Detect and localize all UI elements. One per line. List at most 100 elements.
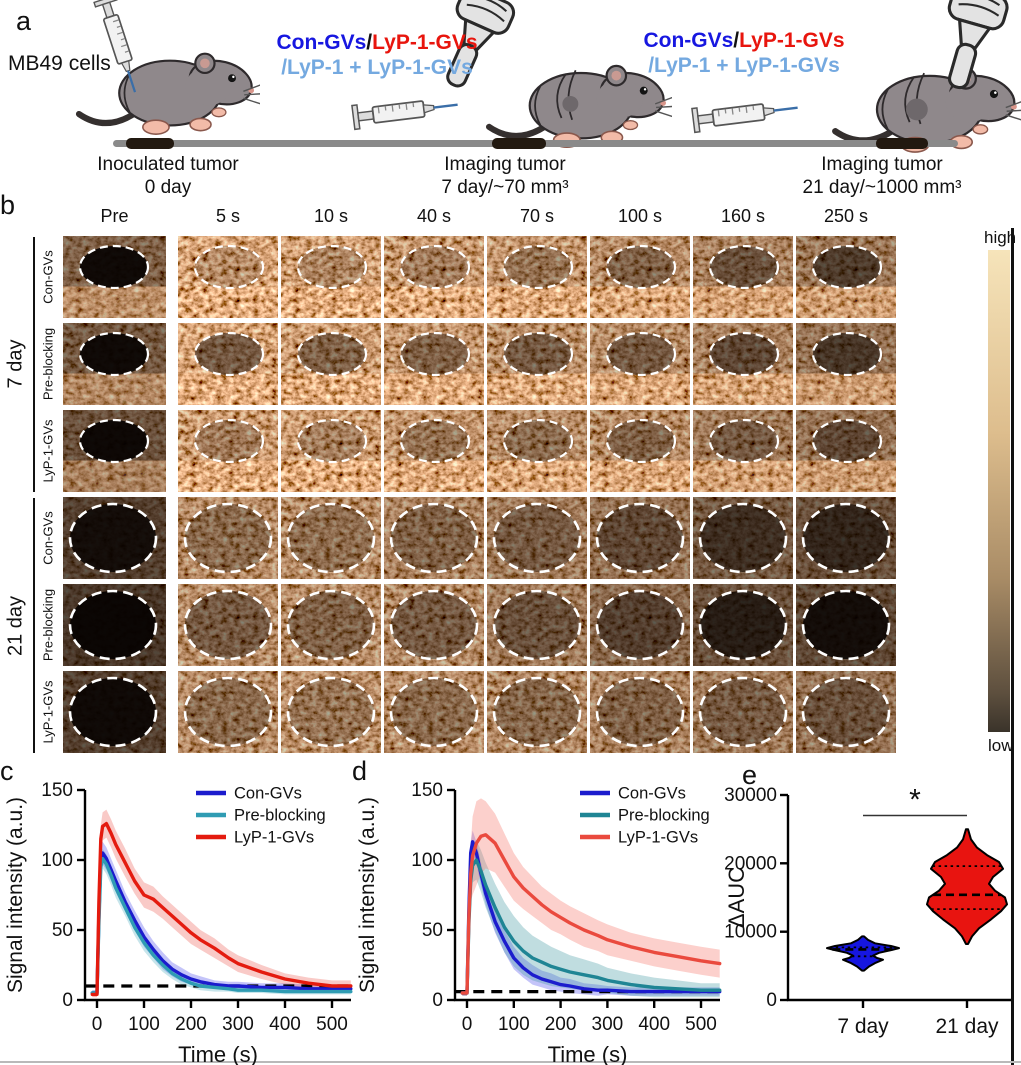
ultrasound-image (693, 236, 793, 318)
row-label: Pre-blocking (40, 327, 56, 401)
svg-text:0: 0 (62, 990, 73, 1011)
ultrasound-image (281, 497, 381, 579)
ultrasound-image (63, 323, 166, 405)
time-header: 10 s (313, 206, 349, 226)
injection-line1: Con-GVs/LyP-1-GVs (276, 30, 477, 55)
svg-text:150: 150 (411, 780, 443, 801)
svg-text:400: 400 (269, 1014, 301, 1035)
svg-text:300: 300 (592, 1014, 624, 1035)
time-header: 70 s (519, 206, 555, 226)
violin-chart: 0 10000 20000 30000 ΔAUC 7 day 21 day * (724, 784, 1011, 1038)
ultrasound-image (487, 410, 587, 492)
svg-text:0: 0 (462, 1014, 473, 1035)
chart-auc-violin: 0 10000 20000 30000 ΔAUC 7 day 21 day * (722, 755, 1021, 1065)
svg-text:Signal intensity (a.u.): Signal intensity (a.u.) (356, 797, 379, 993)
slash: / (366, 31, 373, 54)
time-header: 100 s (617, 206, 663, 226)
lyp1-gvs-label: LyP-1-GVs (739, 29, 845, 52)
svg-text:10000: 10000 (724, 922, 777, 943)
ultrasound-image (487, 671, 587, 753)
panel-label-a: a (16, 6, 32, 36)
ultrasound-image (281, 236, 381, 318)
lyp1-block-label: /LyP-1 + LyP-1-GVs (648, 54, 840, 77)
svg-text:*: * (909, 784, 921, 817)
svg-text:0: 0 (432, 990, 443, 1011)
ultrasound-image (487, 497, 587, 579)
ultrasound-image (693, 584, 793, 666)
mouse-day7 (482, 40, 672, 151)
mb49-cells-label: MB49 cells (8, 52, 111, 75)
svg-text:150: 150 (41, 780, 73, 801)
ultrasound-image (487, 584, 587, 666)
slash: / (733, 29, 740, 52)
ultrasound-image (693, 671, 793, 753)
ultrasound-image (178, 410, 278, 492)
ultrasound-image (63, 497, 166, 579)
ultrasound-image (590, 497, 690, 579)
svg-text:30000: 30000 (724, 785, 777, 806)
svg-text:20000: 20000 (724, 853, 777, 874)
figure-right-border (1011, 228, 1014, 1065)
group-label-21day: 21 day (4, 595, 27, 657)
ultrasound-image (63, 671, 166, 753)
panel-label-d: d (352, 756, 368, 786)
svg-text:500: 500 (685, 1014, 717, 1035)
svg-text:400: 400 (638, 1014, 670, 1035)
ultrasound-image (384, 671, 484, 753)
svg-text:100: 100 (128, 1014, 160, 1035)
mouse-day21 (828, 42, 1021, 156)
time-header: 160 s (720, 206, 766, 226)
ultrasound-image (178, 584, 278, 666)
ultrasound-image (796, 497, 896, 579)
group-bracket-7day (33, 237, 35, 492)
colorbar-high-label: high (984, 228, 1017, 247)
ultrasound-image (178, 236, 278, 318)
svg-text:50: 50 (52, 920, 73, 941)
row-label: LyP-1-GVs (40, 680, 56, 744)
panel-label-b: b (0, 190, 16, 220)
ultrasound-image (384, 323, 484, 405)
svg-text:LyP-1-GVs: LyP-1-GVs (234, 829, 314, 847)
svg-text:100: 100 (411, 850, 443, 871)
ultrasound-image (590, 236, 690, 318)
timeline-segment-day0 (126, 138, 174, 149)
svg-text:0: 0 (766, 990, 777, 1011)
ultrasound-image (487, 236, 587, 318)
svg-text:200: 200 (545, 1014, 577, 1035)
timeline-label-day0: Inoculated tumor 0 day (97, 154, 239, 198)
svg-text:Time (s): Time (s) (178, 1042, 258, 1065)
svg-text:7 day: 7 day (837, 1015, 889, 1038)
ultrasound-image (796, 236, 896, 318)
panel-label-c: c (0, 756, 14, 786)
svg-text:500: 500 (316, 1014, 348, 1035)
ultrasound-image (281, 671, 381, 753)
ultrasound-image (384, 497, 484, 579)
svg-text:21 day: 21 day (935, 1015, 999, 1038)
intensity-colorbar (988, 250, 1010, 732)
line-chart: 0 50 100 150 0 100 200 300 400 500 Signal intensit… (4, 780, 354, 1065)
ultrasound-image (796, 410, 896, 492)
svg-text:0: 0 (92, 1014, 103, 1035)
ultrasound-image (693, 497, 793, 579)
row-label: Con-GVs (40, 511, 56, 565)
ultrasound-image (281, 323, 381, 405)
line-chart: 0 50 100 150 0 100 200 300 400 500 Signal intensit… (356, 780, 723, 1065)
timeline-segment-day21 (876, 138, 928, 149)
svg-text:LyP-1-GVs: LyP-1-GVs (618, 829, 698, 847)
colorbar-low-label: low (988, 736, 1014, 755)
row-label: Con-GVs (40, 250, 56, 304)
injection-line2: /LyP-1 + LyP-1-GVs (276, 55, 477, 80)
svg-text:100: 100 (498, 1014, 530, 1035)
ultrasound-image (796, 323, 896, 405)
svg-text:Pre-blocking: Pre-blocking (234, 807, 326, 825)
figure-bottom-border (0, 1061, 1021, 1063)
row-label: LyP-1-GVs (40, 419, 56, 483)
group-label-7day: 7 day (4, 339, 27, 389)
lyp1-gvs-label: LyP-1-GVs (372, 31, 478, 54)
group-bracket-21day (33, 498, 35, 753)
ultrasound-image (281, 584, 381, 666)
ultrasound-image (590, 323, 690, 405)
row-label: Pre-blocking (40, 588, 56, 662)
svg-text:Signal intensity (a.u.): Signal intensity (a.u.) (4, 797, 27, 993)
